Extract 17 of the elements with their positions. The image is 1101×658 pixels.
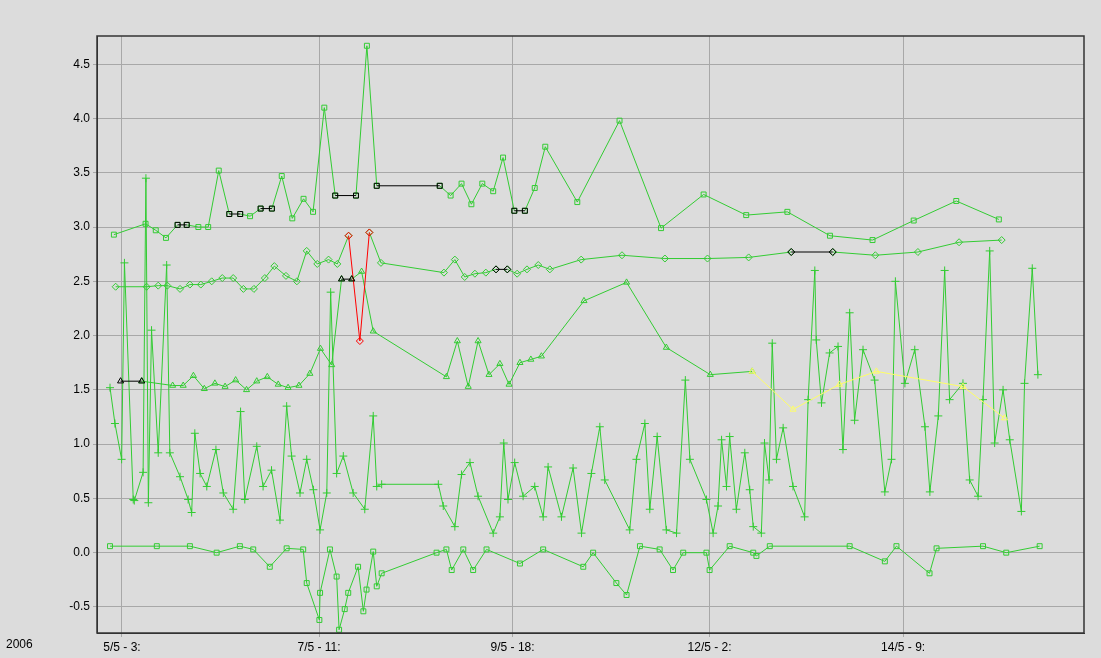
x-tick-label: 9/5 - 18:	[490, 639, 535, 654]
x-tick-label: 7/5 - 11:	[297, 639, 341, 654]
y-tick-label: 2.0	[73, 327, 91, 342]
y-tick-label: 1.0	[73, 436, 91, 451]
y-tick-label: 3.0	[73, 219, 91, 234]
y-tick-label: 0.0	[73, 544, 91, 559]
y-tick-label: -0.5	[69, 599, 91, 614]
x-tick-label: 14/5 - 9:	[881, 639, 926, 654]
y-tick-label: 1.5	[73, 382, 91, 397]
y-tick-label: 4.5	[73, 56, 91, 71]
x-tick-label: 5/5 - 3:	[103, 639, 141, 654]
y-tick-label: 4.0	[73, 110, 91, 125]
x-tick-label: 12/5 - 2:	[687, 639, 732, 654]
text: 2006	[6, 637, 34, 652]
y-tick-label: 3.5	[73, 165, 91, 180]
y-tick-label: 0.5	[73, 490, 91, 505]
y-tick-label: 2.5	[73, 273, 91, 288]
